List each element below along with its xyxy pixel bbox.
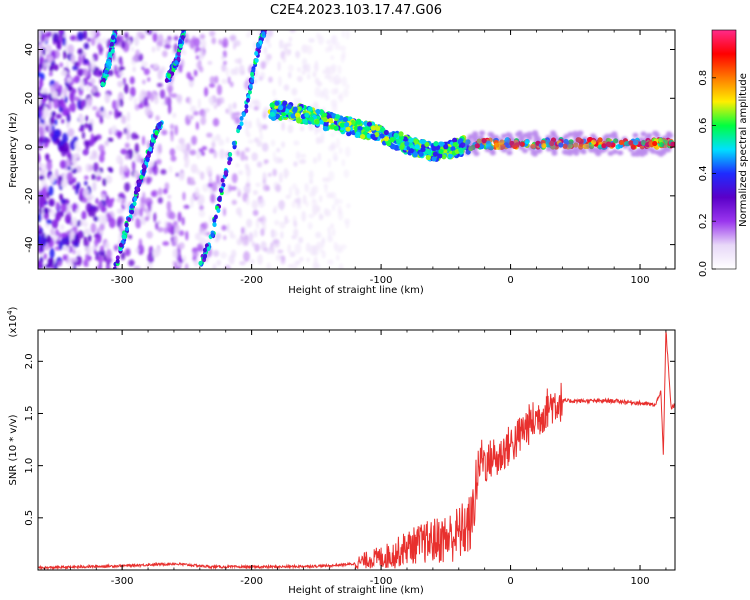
snr-x-label: Height of straight line (km): [288, 585, 424, 596]
spectrogram-streak-2: [164, 30, 187, 83]
colorbar-tick-label: 0.8: [698, 70, 709, 86]
figure-title: C2E4.2023.103.17.47.G06: [270, 3, 442, 18]
snr-x-tick-label: 0: [507, 576, 513, 587]
snr-scale-note: (x104): [6, 306, 19, 337]
spectrogram-x-tick-label: 100: [630, 275, 649, 286]
snr-y-tick-label: 0.5: [24, 510, 35, 526]
spectrogram-y-axis: -40 -20 0 20 40: [24, 43, 675, 253]
spectrogram-y-tick-label: 0: [24, 144, 35, 150]
snr-panel: -300 -200 -100 0 100 0.5 1.0 1.5 2.0 Height of …: [6, 306, 676, 596]
snr-y-tick-label: 1.0: [24, 458, 35, 474]
snr-x-tick-label: -300: [111, 576, 134, 587]
snr-y-tick-label: 1.5: [24, 406, 35, 422]
spectrogram-y-tick-label: 20: [24, 92, 35, 105]
spectrogram-streak-1: [112, 120, 164, 269]
snr-y-axis: 0.5 1.0 1.5 2.0: [24, 353, 675, 526]
spectrogram-x-tick-label: -200: [240, 275, 263, 286]
snr-x-tick-label: 100: [630, 576, 649, 587]
colorbar-tick-label: 0.6: [698, 118, 709, 134]
snr-scale-exponent: 4: [6, 310, 14, 315]
spectrogram-x-tick-label: -300: [111, 275, 134, 286]
snr-x-tick-label: -200: [240, 576, 263, 587]
colorbar-label: Normalized spectral amplitude: [738, 73, 749, 227]
colorbar-gradient: [712, 30, 736, 269]
spectrogram-heatmap: [38, 30, 675, 269]
spectrogram-x-label: Height of straight line (km): [288, 285, 424, 296]
spectrogram-y-tick-label: 40: [24, 43, 35, 56]
colorbar-frame: [711, 29, 737, 270]
spectrogram-x-tick-label: 0: [507, 275, 513, 286]
spectrogram-y-label: Frequency (Hz): [8, 112, 19, 188]
spectrogram-frame: [37, 29, 676, 270]
colorbar: 0.0 0.2 0.4 0.6 0.8 Normalized spectral ampl…: [698, 29, 749, 277]
snr-x-axis: -300 -200 -100 0 100: [44, 330, 667, 587]
colorbar-tick-label: 0.2: [698, 213, 709, 229]
snr-series-line: [38, 331, 675, 570]
spectrogram-main-trace: [267, 100, 675, 162]
spectrogram-streak-3: [100, 30, 119, 88]
snr-y-label: SNR (10 * v/v): [8, 414, 19, 485]
spectrogram-x-axis: -300 -200 -100 0 100: [44, 30, 667, 286]
spectrogram-x-tick-label: -100: [370, 275, 393, 286]
colorbar-tick-label: 0.0: [698, 261, 709, 277]
snr-y-tick-label: 2.0: [24, 353, 35, 369]
spectrogram-y-tick-label: -40: [24, 236, 35, 252]
svg-text:(x104): (x104): [6, 306, 19, 337]
snr-scale-prefix: (x10: [8, 315, 19, 338]
colorbar-ticks: 0.0 0.2 0.4 0.6 0.8: [698, 70, 716, 277]
spectrogram-y-tick-label: -20: [24, 188, 35, 204]
snr-x-tick-label: -100: [370, 576, 393, 587]
colorbar-tick-label: 0.4: [698, 165, 709, 181]
spectrogram-streak-4: [198, 30, 268, 269]
snr-frame: [37, 329, 676, 571]
